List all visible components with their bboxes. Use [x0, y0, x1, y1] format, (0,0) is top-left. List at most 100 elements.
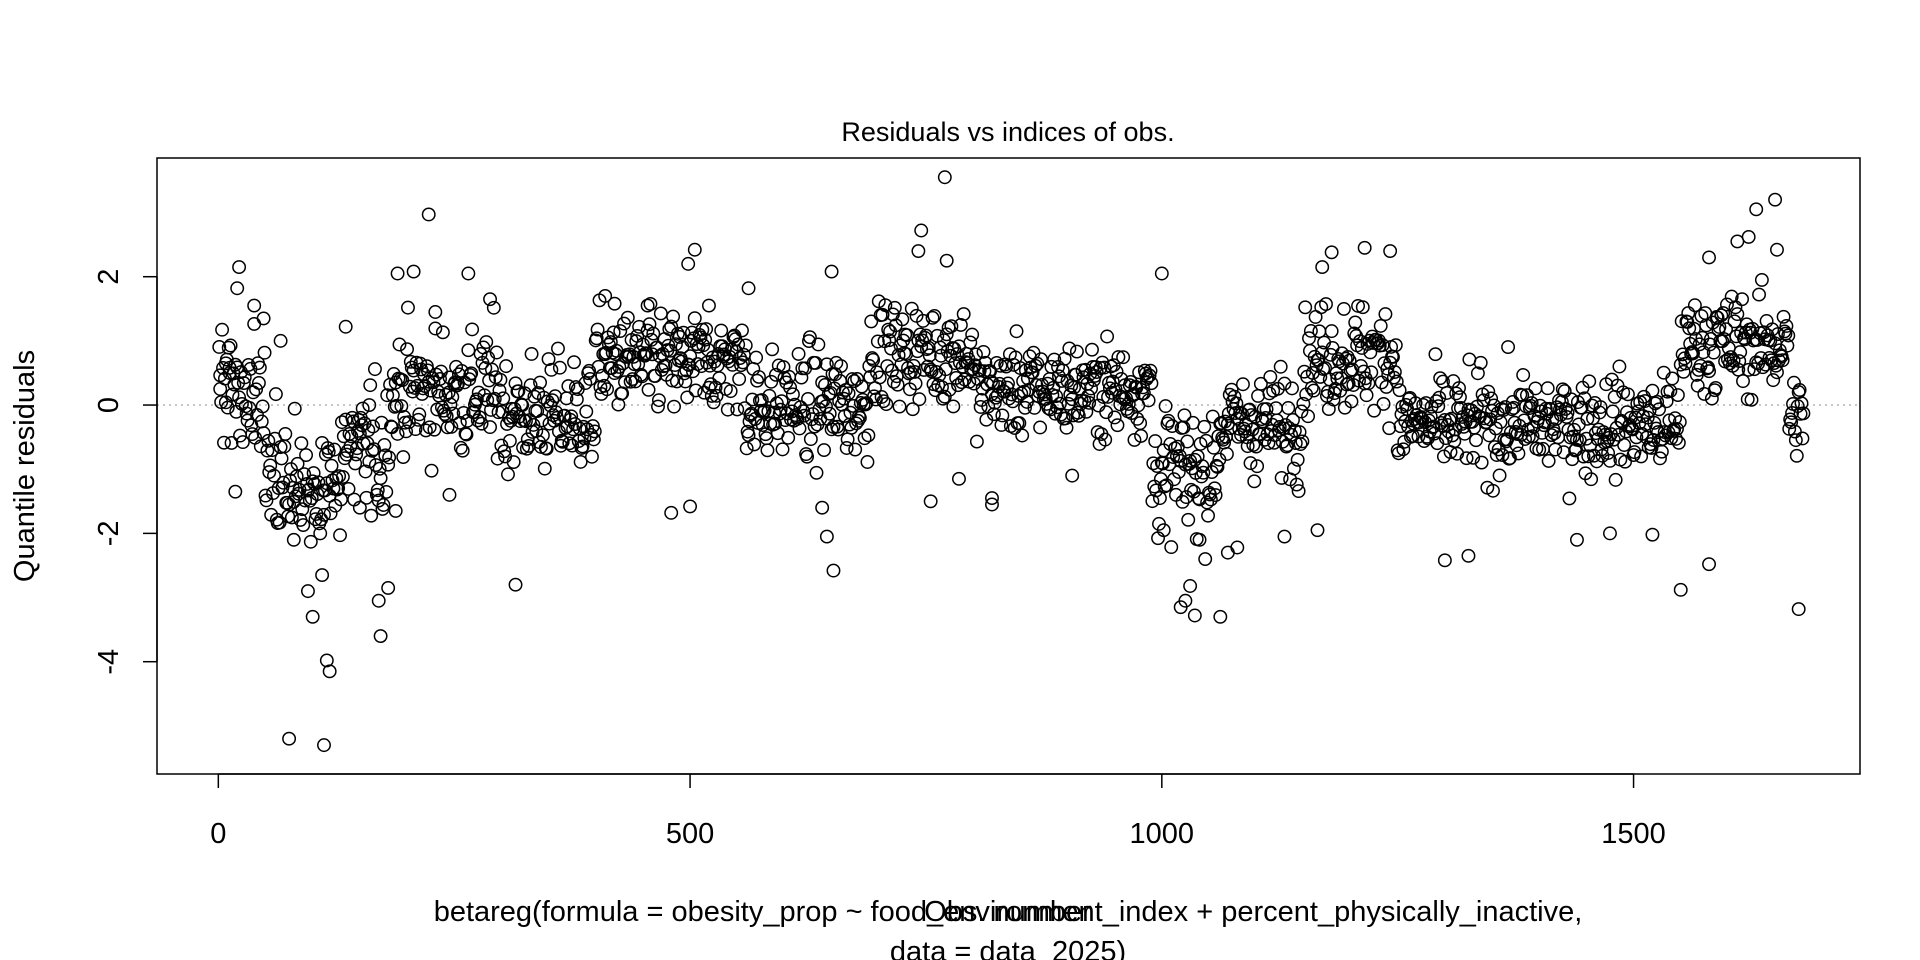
residual-point — [1754, 272, 1769, 287]
residual-point — [1213, 609, 1228, 624]
residual-point — [1105, 374, 1120, 389]
residual-point — [922, 348, 937, 363]
residual-point — [1237, 424, 1252, 439]
residual-point — [578, 376, 593, 391]
residual-point — [382, 450, 397, 465]
residual-point — [526, 417, 541, 432]
residual-point — [623, 374, 638, 389]
residual-point — [923, 494, 938, 509]
residual-point — [815, 375, 830, 390]
residual-point — [635, 337, 650, 352]
residual-point — [295, 502, 310, 517]
residual-point — [995, 408, 1010, 423]
residual-point — [369, 487, 384, 502]
residual-point — [1155, 456, 1170, 471]
residual-point — [1262, 386, 1277, 401]
residual-point — [1097, 360, 1112, 375]
residual-point — [1621, 419, 1636, 434]
residual-point — [676, 325, 691, 340]
residual-point — [658, 358, 673, 373]
residual-point — [723, 384, 738, 399]
residual-point — [1741, 362, 1756, 377]
residual-point — [1576, 449, 1591, 464]
residual-point — [864, 314, 879, 329]
x-axis: 0 500 1000 1500 — [210, 773, 1666, 850]
residual-point — [1269, 401, 1283, 416]
residual-point — [1326, 392, 1341, 407]
residual-point — [1339, 377, 1354, 392]
residual-point — [942, 382, 957, 397]
residual-point — [403, 354, 418, 369]
residual-point — [1096, 390, 1111, 404]
residual-point — [1273, 359, 1288, 374]
residual-point — [1177, 408, 1192, 423]
residual-point — [1791, 602, 1806, 617]
residual-point — [461, 343, 476, 358]
residual-point — [1780, 338, 1795, 353]
residual-point — [861, 428, 876, 443]
residual-point — [1541, 453, 1556, 468]
residual-point — [632, 319, 647, 334]
residual-point — [1263, 369, 1278, 384]
residual-point — [412, 407, 427, 422]
residual-point — [1692, 337, 1707, 352]
residual-point — [651, 399, 665, 414]
residual-point — [952, 355, 967, 370]
residual-point — [1002, 391, 1016, 406]
residual-point — [645, 347, 660, 362]
residual-point — [434, 400, 449, 415]
residual-point — [1165, 419, 1180, 433]
residual-point — [738, 338, 753, 353]
residual-point — [1768, 192, 1783, 207]
residual-point — [822, 406, 837, 421]
residual-point — [1432, 390, 1447, 405]
residual-point — [338, 319, 353, 334]
residual-point — [433, 371, 447, 386]
residual-point — [1290, 452, 1305, 467]
residual-point — [218, 356, 233, 371]
residual-point — [1198, 552, 1213, 566]
residual-point — [1592, 405, 1607, 420]
residual-point — [895, 312, 910, 327]
residual-point — [809, 465, 824, 480]
residual-point — [1229, 396, 1244, 411]
residual-point — [506, 455, 521, 469]
residual-point — [890, 377, 905, 392]
residual-point — [232, 260, 247, 275]
residual-point — [297, 467, 312, 482]
residual-point — [925, 310, 940, 325]
residual-point — [841, 386, 856, 401]
residual-point — [501, 467, 515, 482]
residual-point — [785, 387, 800, 402]
residual-point — [803, 432, 818, 447]
residual-point — [1789, 448, 1804, 463]
residual-point — [335, 469, 350, 484]
residual-point — [1181, 512, 1196, 527]
residual-point — [793, 400, 808, 415]
residual-point — [973, 400, 988, 414]
residual-point — [882, 333, 897, 348]
residual-point — [1608, 472, 1623, 487]
residual-point — [935, 380, 949, 395]
residual-point — [1612, 359, 1627, 374]
residual-point — [1303, 323, 1318, 338]
residual-point — [670, 326, 685, 341]
residual-point — [1556, 445, 1571, 460]
residual-point — [735, 355, 750, 370]
residual-point — [1461, 548, 1476, 563]
residual-point — [406, 264, 421, 279]
residual-point — [1336, 301, 1351, 316]
residual-point — [1668, 411, 1683, 426]
residual-point — [267, 468, 281, 483]
residual-point — [286, 494, 301, 509]
residual-point — [1289, 477, 1304, 492]
residual-point — [381, 457, 396, 472]
residual-point — [1547, 426, 1562, 441]
residual-point — [1175, 494, 1190, 509]
residual-point — [390, 426, 405, 441]
residual-point — [258, 488, 273, 503]
residual-point — [1210, 459, 1225, 474]
residual-point — [902, 366, 916, 381]
residual-point — [1392, 383, 1407, 398]
residual-point — [1495, 448, 1510, 463]
